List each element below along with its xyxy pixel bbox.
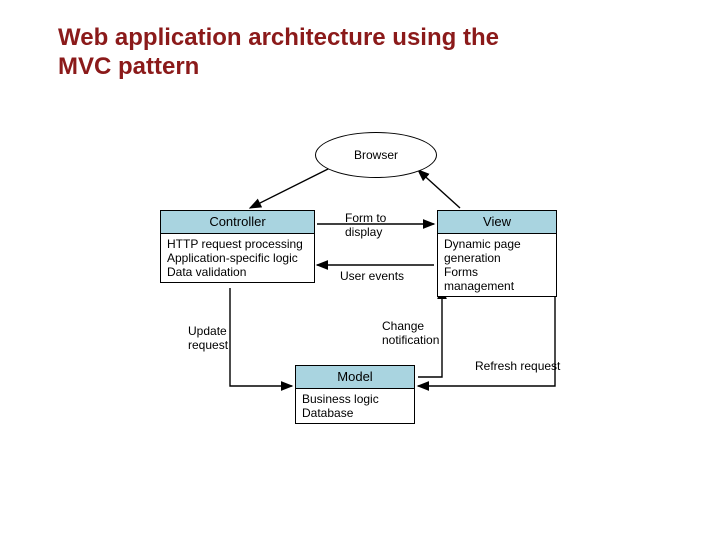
label-change-notification: Change notification [382,320,439,348]
title-line2: MVC pattern [58,53,499,82]
controller-body: HTTP request processingApplication-speci… [160,234,315,283]
browser-label: Browser [354,148,398,162]
browser-node: Browser [315,132,437,178]
view-header: View [437,210,557,234]
model-header: Model [295,365,415,389]
label-form-to-display: Form to display [345,212,386,240]
model-box: Model Business logicDatabase [295,365,415,424]
controller-header: Controller [160,210,315,234]
label-update-request: Update request [188,325,228,353]
arrow-controller-to-model [230,288,292,386]
view-box: View Dynamic pagegenerationForms managem… [437,210,557,297]
arrow-view-to-browser [418,170,460,208]
label-user-events: User events [340,270,404,284]
page-title: Web application architecture using the M… [58,24,499,82]
label-refresh-request: Refresh request [475,360,560,374]
view-body: Dynamic pagegenerationForms management [437,234,557,297]
arrow-browser-to-controller [250,168,330,208]
title-line1: Web application architecture using the [58,24,499,53]
controller-box: Controller HTTP request processingApplic… [160,210,315,283]
mvc-diagram: Browser Controller HTTP request processi… [150,130,590,470]
model-body: Business logicDatabase [295,389,415,424]
